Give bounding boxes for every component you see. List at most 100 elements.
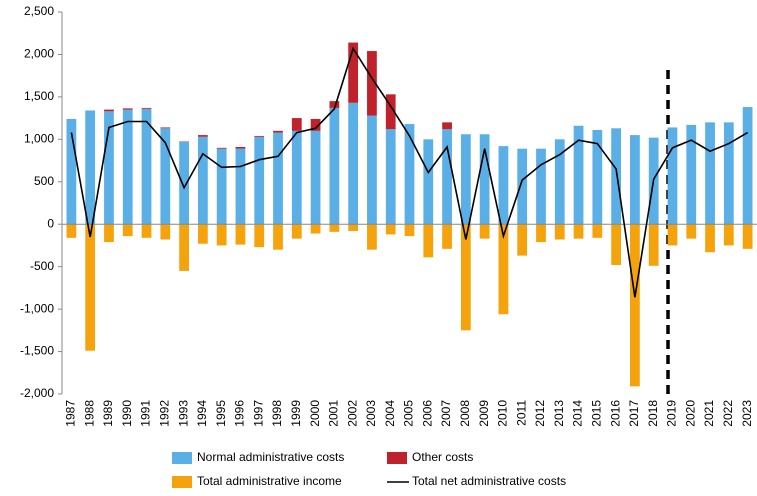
y-tick-label: 1,000 [24, 132, 54, 146]
x-tick-label: 1999 [289, 400, 303, 427]
bar [254, 137, 264, 224]
bar [104, 110, 114, 112]
bar [142, 224, 152, 238]
x-tick-label: 1990 [120, 400, 134, 427]
x-tick-label: 1989 [101, 400, 115, 427]
bar [67, 224, 77, 238]
bar [743, 107, 753, 224]
bar [536, 149, 546, 225]
x-tick-label: 2003 [364, 400, 378, 427]
bar [630, 224, 640, 386]
bar [367, 224, 377, 249]
bar [611, 224, 621, 265]
bar [179, 224, 189, 271]
y-tick-label: -500 [30, 259, 54, 273]
legend-label: Other costs [412, 450, 473, 464]
bar [517, 224, 527, 255]
bar [160, 224, 170, 239]
bar [405, 224, 415, 236]
bar [480, 134, 490, 224]
x-tick-label: 1993 [176, 400, 190, 427]
bar [499, 146, 509, 224]
bar [236, 224, 246, 244]
x-tick-label: 1988 [82, 400, 96, 427]
x-tick-label: 2004 [383, 400, 397, 427]
bar [217, 148, 227, 149]
bar [423, 224, 433, 257]
bar [254, 136, 264, 137]
x-tick-label: 2011 [514, 400, 528, 426]
bar [705, 224, 715, 252]
bar [442, 122, 452, 129]
bar [292, 224, 302, 238]
bar [536, 224, 546, 242]
x-tick-label: 2006 [420, 400, 434, 427]
bar [123, 224, 133, 236]
x-tick-label: 2019 [665, 400, 679, 427]
bar [273, 133, 283, 225]
bar [85, 224, 95, 350]
bar [611, 128, 621, 224]
bar [198, 137, 208, 224]
x-tick-label: 2007 [439, 400, 453, 427]
y-tick-label: -1,500 [20, 344, 54, 358]
x-tick-label: 2020 [683, 400, 697, 427]
x-tick-label: 2014 [571, 400, 585, 427]
x-tick-label: 2018 [646, 400, 660, 427]
x-tick-label: 2002 [345, 400, 359, 427]
x-tick-label: 2017 [627, 400, 641, 427]
x-tick-label: 2005 [402, 400, 416, 427]
bar [311, 131, 321, 224]
bar [592, 224, 602, 238]
bar [705, 122, 715, 224]
x-tick-label: 2022 [721, 400, 735, 427]
x-tick-label: 2010 [496, 400, 510, 427]
bar [724, 122, 734, 224]
y-tick-label: 500 [34, 174, 54, 188]
bar [480, 224, 490, 238]
x-tick-label: 2012 [533, 400, 547, 427]
bar [348, 103, 358, 224]
bar [555, 224, 565, 239]
bar [292, 131, 302, 224]
bar [386, 129, 396, 224]
bar [217, 224, 227, 245]
x-tick-label: 2000 [308, 400, 322, 427]
bar [442, 224, 452, 249]
x-tick-label: 1998 [270, 400, 284, 427]
bar [329, 108, 339, 224]
bar [442, 129, 452, 224]
bar [367, 116, 377, 225]
x-tick-label: 2016 [608, 400, 622, 427]
bar [668, 224, 678, 245]
y-tick-label: 1,500 [24, 89, 54, 103]
bar [423, 139, 433, 224]
bar [329, 224, 339, 232]
bar [348, 224, 358, 231]
bar [85, 110, 95, 224]
x-tick-label: 2021 [702, 400, 716, 427]
x-tick-label: 1997 [251, 400, 265, 427]
bar [311, 224, 321, 233]
bar [630, 135, 640, 224]
bar [386, 224, 396, 234]
x-tick-label: 1995 [214, 400, 228, 427]
bar [461, 134, 471, 224]
bar [198, 224, 208, 244]
x-tick-label: 1992 [157, 400, 171, 427]
bar [273, 131, 283, 133]
bar [217, 149, 227, 225]
bar [123, 108, 133, 109]
bar [160, 127, 170, 128]
bar [686, 224, 696, 238]
bar [348, 43, 358, 103]
bar [236, 147, 246, 149]
x-tick-label: 1991 [139, 400, 153, 427]
legend-label: Normal administrative costs [197, 450, 344, 464]
y-tick-label: -2,000 [20, 386, 54, 400]
bar [649, 224, 659, 266]
bar [292, 118, 302, 131]
x-tick-label: 2015 [590, 400, 604, 427]
bar [198, 135, 208, 137]
